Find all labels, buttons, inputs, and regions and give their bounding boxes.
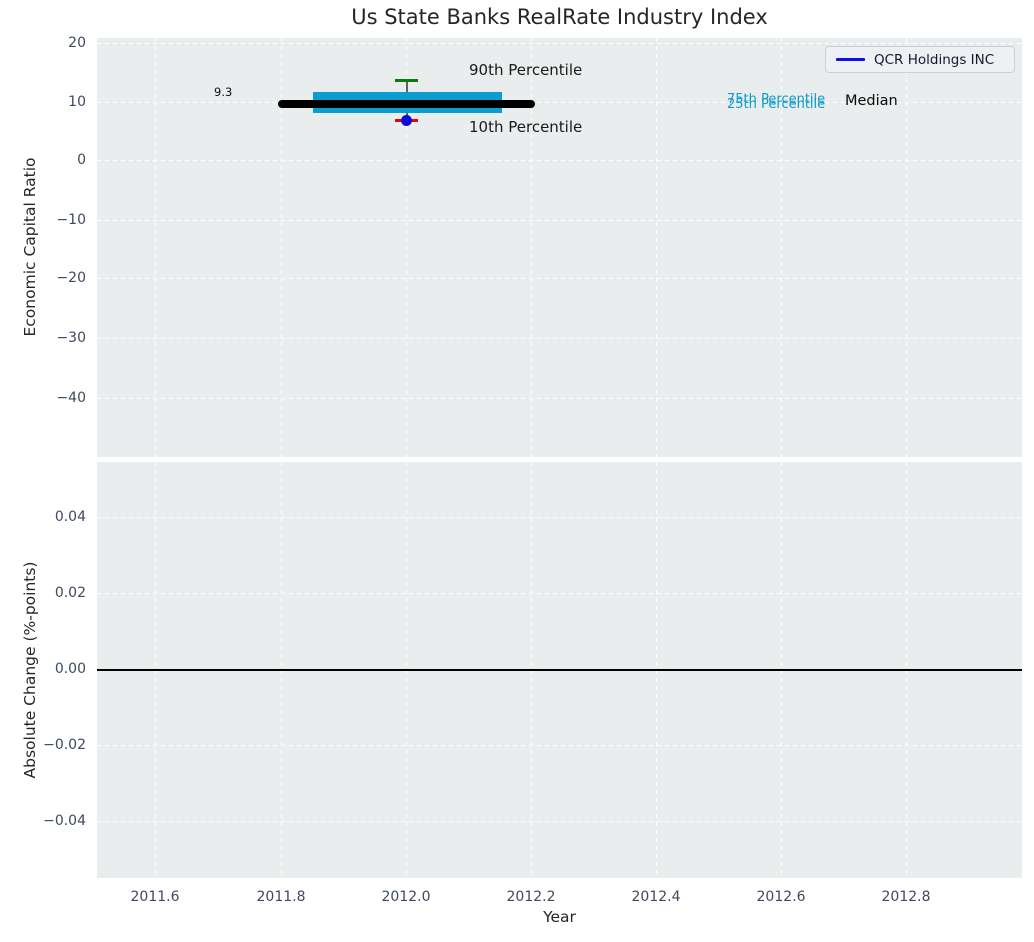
company-data-point: [401, 115, 412, 126]
gridline-horizontal: [97, 593, 1022, 594]
gridline-horizontal: [97, 745, 1022, 746]
gridline-horizontal: [97, 338, 1022, 339]
legend-label: QCR Holdings INC: [874, 51, 995, 68]
gridline-vertical: [281, 38, 282, 457]
ytick-top: 0: [77, 152, 86, 168]
ytick-bottom: 0.00: [54, 661, 86, 677]
gridline-vertical: [155, 38, 156, 457]
gridline-horizontal: [97, 278, 1022, 279]
p90-label: 90th Percentile: [469, 61, 583, 79]
xtick: 2012.4: [631, 889, 681, 905]
gridline-horizontal: [97, 102, 1022, 103]
x-axis-label: Year: [543, 908, 576, 926]
zero-reference-line: [97, 669, 1022, 671]
gridline-horizontal: [97, 160, 1022, 161]
p90-whisker-cap: [395, 79, 418, 82]
gridline-vertical: [781, 38, 782, 457]
gridline-horizontal: [97, 517, 1022, 518]
ytick-bottom: −0.02: [43, 737, 86, 753]
ytick-top: −40: [56, 390, 86, 406]
gridline-horizontal: [97, 43, 1022, 44]
ytick-bottom: 0.02: [54, 585, 86, 601]
gridline-vertical: [406, 38, 407, 457]
p75-label: 75th Percentile: [727, 92, 826, 107]
ytick-top: −30: [56, 330, 86, 346]
gridline-horizontal: [97, 220, 1022, 221]
xtick: 2011.6: [130, 889, 180, 905]
ytick-top: −20: [56, 270, 86, 286]
bottom-plot-area: [97, 462, 1022, 878]
ytick-bottom: −0.04: [43, 813, 86, 829]
gridline-vertical: [531, 38, 532, 457]
xtick: 2012.8: [881, 889, 931, 905]
ytick-top: 20: [68, 35, 86, 51]
xtick: 2012.6: [756, 889, 806, 905]
median-line: [278, 100, 535, 108]
chart-title: Us State Banks RealRate Industry Index: [351, 5, 768, 29]
p10-label: 10th Percentile: [469, 118, 583, 136]
xtick: 2012.2: [506, 889, 556, 905]
xtick: 2012.0: [381, 889, 431, 905]
gridline-horizontal: [97, 821, 1022, 822]
bottom-y-axis-label: Absolute Change (%-points): [21, 561, 39, 779]
top-plot-area: [97, 38, 1022, 457]
legend-line-sample-icon: [836, 58, 865, 61]
xtick: 2011.8: [256, 889, 306, 905]
gridline-vertical: [656, 38, 657, 457]
median-label: Median: [845, 93, 898, 109]
ytick-bottom: 0.04: [54, 509, 86, 525]
top-y-axis-label: Economic Capital Ratio: [21, 157, 39, 337]
p25-label: 25th Percentile: [727, 97, 826, 112]
ytick-top: −10: [56, 212, 86, 228]
median-value-annotation: 9.3: [214, 85, 233, 99]
legend: QCR Holdings INC: [825, 46, 1015, 73]
gridline-vertical: [906, 38, 907, 457]
gridline-horizontal: [97, 398, 1022, 399]
ytick-top: 10: [68, 94, 86, 110]
